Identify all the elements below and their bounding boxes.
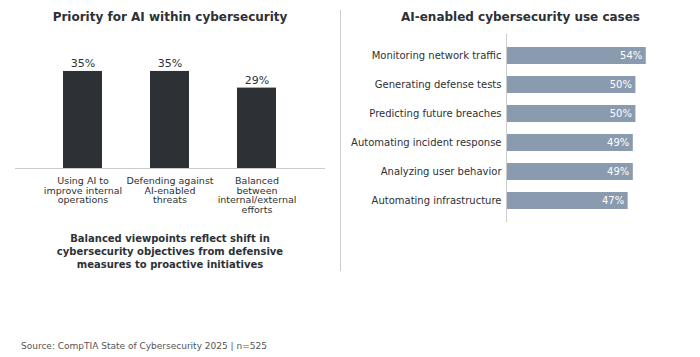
svg-text:Automating infrastructure: Automating infrastructure xyxy=(371,195,501,206)
svg-text:49%: 49% xyxy=(607,166,629,177)
svg-text:Generating defense tests: Generating defense tests xyxy=(374,79,501,90)
html-text:AI-enabled cybersecurity use c: AI-enabled cybersecurity use cases xyxy=(401,10,640,24)
html-text:Source: CompTIA State of Cyber: Source: CompTIA State of Cybersecurity 2… xyxy=(21,341,267,351)
svg-text:54%: 54% xyxy=(620,50,642,61)
svg-text:Defending againstAI-enabledthr: Defending againstAI-enabledthreats xyxy=(126,175,213,205)
html-text:Priority for AI within cyberse: Priority for AI within cybersecurity xyxy=(52,10,288,24)
svg-text:47%: 47% xyxy=(601,195,623,206)
svg-text:29%: 29% xyxy=(245,74,269,87)
svg-text:Analyzing user behavior: Analyzing user behavior xyxy=(380,166,502,177)
svg-text:35%: 35% xyxy=(71,57,95,70)
svg-text:50%: 50% xyxy=(609,79,631,90)
svg-text:50%: 50% xyxy=(609,108,631,119)
html-text:Balanced viewpoints reflect sh: Balanced viewpoints reflect shift in cyb… xyxy=(56,233,284,270)
svg-text:Automating incident response: Automating incident response xyxy=(351,137,501,148)
svg-text:Using AI toimprove internalope: Using AI toimprove internaloperations xyxy=(44,175,122,205)
svg-text:Balancedbetweeninternal/extern: Balancedbetweeninternal/externalefforts xyxy=(218,175,297,215)
svg-text:Predicting future breaches: Predicting future breaches xyxy=(369,108,501,119)
svg-text:Monitoring network traffic: Monitoring network traffic xyxy=(371,50,501,61)
svg-text:49%: 49% xyxy=(607,137,629,148)
svg-text:35%: 35% xyxy=(158,57,182,70)
